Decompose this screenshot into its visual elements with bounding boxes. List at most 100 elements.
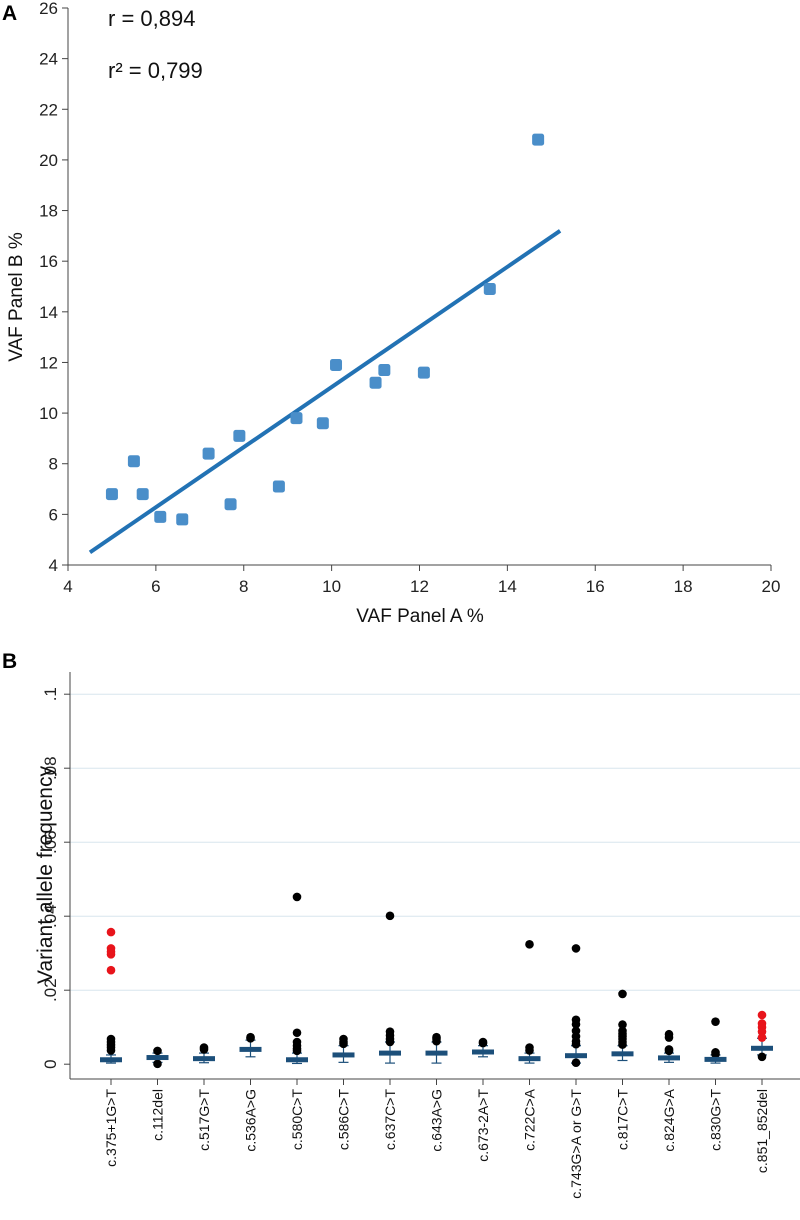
panel-b-category-label: c.824G>A: [661, 1088, 677, 1151]
panel-b-category-label: c.375+1G>T: [103, 1089, 119, 1167]
panel-b-y-tick-label: .04: [41, 904, 60, 928]
data-point: [369, 376, 382, 389]
outlier-point: [525, 940, 534, 949]
outlier-point: [618, 989, 627, 999]
panel-b-category-label: c.536A>G: [243, 1089, 259, 1152]
panel-b-category-label: c.722C>A: [522, 1088, 538, 1151]
panel-a-x-tick-label: 8: [239, 577, 248, 596]
outlier-point: [571, 1058, 581, 1068]
outlier-point: [385, 911, 395, 921]
outlier-point: [757, 1052, 767, 1062]
panel-a-y-axis-title: VAF Panel B %: [6, 232, 27, 362]
data-point: [532, 133, 545, 146]
panel-a-y-tick-label: 24: [39, 50, 58, 69]
r-annotation: r = 0,894: [108, 6, 195, 31]
panel-b-category-label: c.851_852del: [754, 1089, 770, 1173]
panel-a-y-tick-label: 8: [49, 455, 58, 474]
outlier-point: [199, 1043, 209, 1052]
panel-a-x-tick-label: 12: [410, 577, 429, 596]
median-bar: [611, 1051, 634, 1057]
panel-b-y-tick-label: .06: [41, 830, 60, 854]
panel-b-y-tick-label: .02: [41, 978, 60, 1002]
highlight-point: [106, 927, 116, 937]
panel-a-y-tick-label: 16: [39, 252, 58, 271]
median-bar: [379, 1050, 401, 1056]
data-point: [224, 498, 237, 511]
outlier-point: [432, 1032, 441, 1042]
outlier-point: [153, 1059, 162, 1069]
panel-a-x-tick-label: 4: [63, 577, 72, 596]
panel-b-category-label: c.586C>T: [336, 1089, 352, 1151]
panel-a-label: A: [2, 2, 17, 25]
panel-a-y-tick-label: 14: [39, 303, 58, 322]
median-bar: [239, 1046, 262, 1052]
outlier-point: [618, 1020, 627, 1029]
median-bar: [751, 1045, 773, 1051]
panel-b-category-label: c.830G>T: [708, 1089, 724, 1151]
outlier-point: [339, 1034, 348, 1044]
data-point: [330, 358, 343, 371]
panel-b-category-label: c.643A>G: [429, 1089, 445, 1152]
outlier-point: [664, 1033, 674, 1042]
median-bar: [658, 1055, 680, 1061]
data-point: [316, 417, 329, 430]
data-point: [136, 488, 149, 501]
panel-a-y-tick-label: 18: [39, 202, 58, 221]
outlier-point: [292, 1028, 302, 1038]
median-bar: [332, 1052, 355, 1058]
median-bar: [704, 1056, 727, 1062]
panel-b-category-label: c.112del: [150, 1089, 166, 1141]
panel-a-y-tick-label: 4: [49, 556, 58, 575]
panel-b-category-label: c.817C>T: [615, 1089, 631, 1151]
outlier-point: [292, 1046, 302, 1056]
data-point: [202, 447, 215, 460]
outlier-point: [478, 1037, 488, 1047]
median-bar: [425, 1050, 448, 1056]
data-point: [127, 455, 140, 468]
panel-a-x-tick-label: 16: [586, 577, 605, 596]
panel-b: B 0 .02 .04 .06 .08 .1 c.375+1G>T c.112del c.517…: [2, 650, 800, 1199]
panel-a-y-tick-label: 20: [39, 151, 58, 170]
r-squared-annotation: r² = 0,799: [108, 58, 203, 83]
highlight-point: [106, 965, 116, 975]
outlier-point: [153, 1046, 162, 1056]
panel-b-label: B: [2, 650, 17, 673]
outlier-point: [571, 1039, 581, 1049]
panel-b-plot-area: 0 .02 .04 .06 .08 .1 c.375+1G>T c.112del c.517G>…: [41, 672, 800, 1199]
data-point: [176, 513, 189, 526]
highlight-point: [757, 1033, 767, 1042]
outlier-point: [106, 1034, 116, 1044]
data-point: [154, 510, 167, 523]
outlier-point: [385, 1037, 395, 1047]
outlier-point: [246, 1032, 255, 1042]
panel-a-y-tick-label: 6: [49, 505, 58, 524]
outlier-point: [711, 1049, 720, 1059]
data-point: [483, 283, 496, 296]
highlight-point: [106, 950, 116, 959]
panel-b-category-label: c.673-2A>T: [475, 1089, 491, 1162]
outlier-point: [664, 1046, 674, 1056]
highlight-point: [757, 1010, 767, 1020]
panel-a-x-tick-label: 14: [498, 577, 517, 596]
panel-b-y-tick-label: 0: [41, 1059, 60, 1068]
panel-a: A 4 6 8 10 12 14 16 18 20 4 6 8 10 12 14 16 18 20 22 24 26 r…: [2, 0, 780, 627]
data-point: [105, 488, 118, 501]
outlier-point: [525, 1046, 534, 1055]
data-point: [272, 480, 285, 493]
median-bar: [286, 1057, 308, 1063]
panel-b-category-label: c.580C>T: [289, 1089, 305, 1151]
panel-a-y-tick-label: 26: [39, 0, 58, 18]
outlier-point: [618, 1040, 627, 1049]
panel-a-x-tick-label: 6: [151, 577, 160, 596]
outlier-point: [711, 1017, 720, 1026]
outlier-point: [571, 1019, 581, 1029]
panel-a-plot-area: 4 6 8 10 12 14 16 18 20 4 6 8 10 12 14 16 18 20 22 24 26: [39, 0, 780, 596]
panel-b-category-label: c.637C>T: [382, 1089, 398, 1151]
panel-a-x-axis-title: VAF Panel A %: [356, 606, 484, 627]
median-bar: [472, 1049, 494, 1055]
regression-line: [88, 229, 562, 554]
panel-a-x-tick-label: 20: [762, 577, 781, 596]
panel-b-y-axis-title: Variant allele frequency: [34, 766, 57, 984]
data-point: [233, 429, 246, 442]
